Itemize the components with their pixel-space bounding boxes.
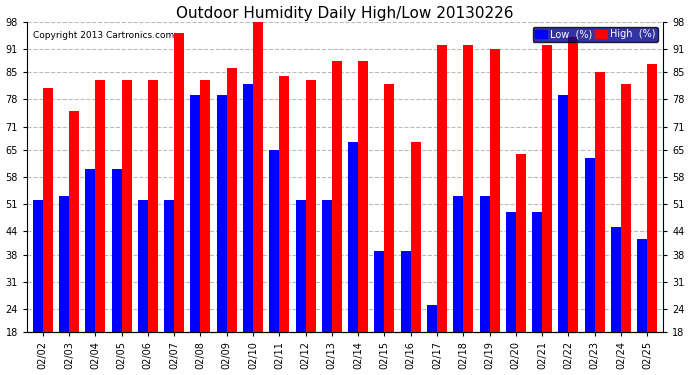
Bar	[506, 212, 516, 332]
Bar	[121, 80, 132, 332]
Text: Copyright 2013 Cartronics.com: Copyright 2013 Cartronics.com	[33, 31, 175, 40]
Bar	[375, 251, 384, 332]
Bar	[638, 239, 647, 332]
Bar	[584, 158, 595, 332]
Bar	[279, 76, 289, 332]
Bar	[611, 228, 621, 332]
Title: Outdoor Humidity Daily High/Low 20130226: Outdoor Humidity Daily High/Low 20130226	[176, 6, 514, 21]
Bar	[174, 33, 184, 332]
Bar	[463, 45, 473, 332]
Bar	[295, 200, 306, 332]
Bar	[411, 142, 421, 332]
Bar	[542, 45, 552, 332]
Bar	[138, 200, 148, 332]
Bar	[253, 18, 263, 332]
Bar	[148, 80, 158, 332]
Bar	[480, 196, 490, 332]
Bar	[269, 150, 279, 332]
Legend: Low  (%), High  (%): Low (%), High (%)	[533, 27, 658, 42]
Bar	[437, 45, 447, 332]
Bar	[227, 68, 237, 332]
Bar	[348, 142, 358, 332]
Bar	[453, 196, 463, 332]
Bar	[217, 96, 227, 332]
Bar	[86, 169, 95, 332]
Bar	[43, 88, 52, 332]
Bar	[306, 80, 315, 332]
Bar	[384, 84, 395, 332]
Bar	[621, 84, 631, 332]
Bar	[427, 305, 437, 332]
Bar	[322, 200, 332, 332]
Bar	[164, 200, 174, 332]
Bar	[569, 37, 578, 332]
Bar	[190, 96, 200, 332]
Bar	[200, 80, 210, 332]
Bar	[595, 72, 604, 332]
Bar	[95, 80, 106, 332]
Bar	[401, 251, 411, 332]
Bar	[490, 49, 500, 332]
Bar	[647, 64, 658, 332]
Bar	[532, 212, 542, 332]
Bar	[516, 154, 526, 332]
Bar	[243, 84, 253, 332]
Bar	[558, 96, 569, 332]
Bar	[32, 200, 43, 332]
Bar	[59, 196, 69, 332]
Bar	[112, 169, 121, 332]
Bar	[332, 60, 342, 332]
Bar	[69, 111, 79, 332]
Bar	[358, 60, 368, 332]
